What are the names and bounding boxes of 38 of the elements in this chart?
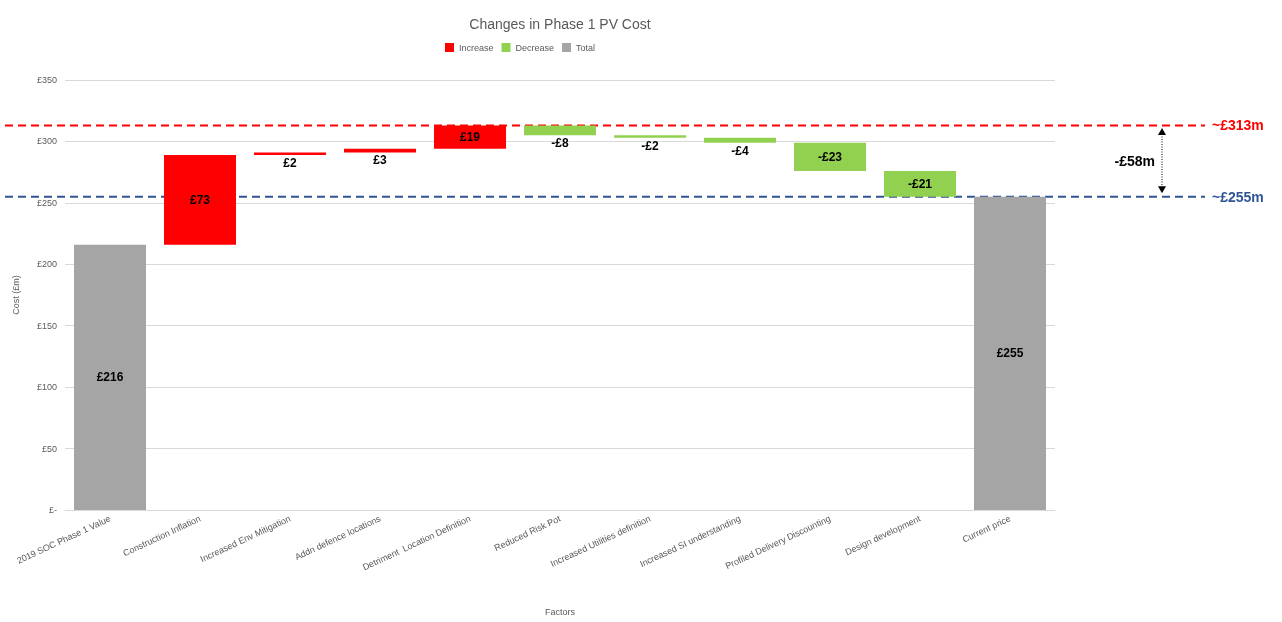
bar bbox=[74, 244, 146, 510]
data-label: -£23 bbox=[817, 149, 843, 164]
y-tick-label: £- bbox=[48, 505, 57, 515]
bar bbox=[614, 135, 686, 138]
bar bbox=[704, 137, 776, 143]
data-label: -£21 bbox=[907, 176, 933, 191]
x-tick-label: 2019 SOC Phase 1 Value bbox=[15, 513, 113, 566]
ref-line-label: ~£313m bbox=[1212, 117, 1264, 134]
y-tick-label: £250 bbox=[36, 197, 57, 208]
x-axis-title: Factors bbox=[544, 606, 576, 617]
data-label: -£8 bbox=[551, 136, 569, 151]
bar bbox=[974, 196, 1046, 510]
chart-title: Changes in Phase 1 PV Cost bbox=[469, 16, 651, 32]
y-tick-label: £100 bbox=[36, 382, 57, 393]
legend-label: Increase bbox=[459, 42, 494, 53]
bar bbox=[524, 125, 596, 136]
data-label: £2 bbox=[283, 155, 297, 170]
bar bbox=[164, 154, 236, 245]
bar bbox=[254, 152, 326, 155]
bar bbox=[884, 170, 956, 197]
data-label: £73 bbox=[189, 192, 211, 207]
ref-line-label: ~£255m bbox=[1212, 188, 1264, 205]
data-label: £19 bbox=[459, 130, 481, 145]
y-tick-label: £350 bbox=[36, 75, 57, 85]
data-label: £216 bbox=[96, 370, 124, 385]
y-tick-label: £150 bbox=[36, 320, 57, 331]
legend-label: Total bbox=[576, 42, 596, 53]
data-label: £3 bbox=[373, 153, 387, 168]
text: -£58m bbox=[1114, 153, 1155, 170]
y-tick-label: £200 bbox=[36, 259, 57, 270]
data-label: -£2 bbox=[641, 138, 659, 153]
data-label: £255 bbox=[996, 346, 1024, 361]
data-label: -£4 bbox=[731, 143, 749, 158]
y-axis-title: Cost (£m) bbox=[10, 275, 21, 315]
bar bbox=[794, 142, 866, 171]
y-tick-label: £50 bbox=[41, 443, 57, 454]
y-tick-label: £300 bbox=[36, 136, 57, 147]
legend-label: Decrease bbox=[515, 42, 555, 53]
